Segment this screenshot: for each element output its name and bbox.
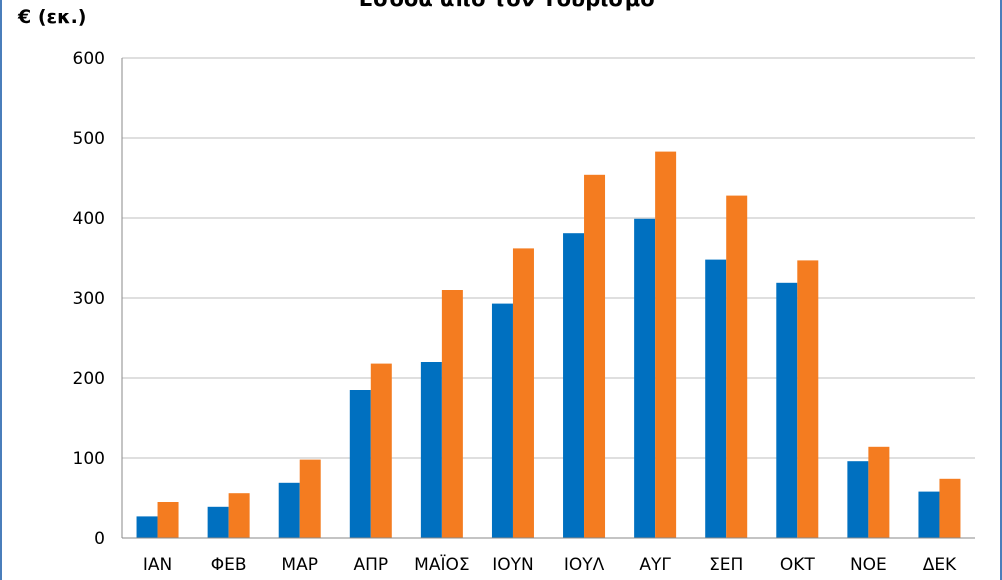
x-tick-label: ΜΑΡ bbox=[281, 555, 318, 575]
bar-series-2-0 bbox=[157, 502, 179, 538]
x-tick-label: ΙΟΥΛ bbox=[564, 555, 605, 575]
bar-series-1-4 bbox=[420, 362, 442, 538]
y-tick-label: 200 bbox=[73, 369, 105, 389]
bar-series-2-3 bbox=[370, 363, 392, 538]
bar-series-1-7 bbox=[634, 218, 656, 539]
y-axis-unit-label: € (εκ.) bbox=[17, 6, 87, 28]
y-tick-label: 500 bbox=[73, 129, 105, 149]
x-tick-label: ΙΟΥΝ bbox=[492, 555, 534, 575]
x-tick-label: ΑΥΓ bbox=[639, 555, 671, 575]
bar-series-2-9 bbox=[797, 260, 819, 538]
bar-series-1-0 bbox=[136, 516, 158, 538]
bar-series-2-8 bbox=[726, 195, 748, 538]
bar-series-2-4 bbox=[441, 290, 463, 538]
bar-series-2-1 bbox=[228, 493, 250, 538]
bar-series-2-11 bbox=[939, 478, 961, 538]
y-tick-label: 0 bbox=[94, 529, 105, 549]
y-axis-ticks: 0 100 200 300 400 500 600 bbox=[73, 49, 105, 549]
y-tick-label: 400 bbox=[73, 209, 105, 229]
x-tick-label: ΝΟΕ bbox=[850, 555, 887, 575]
bar-series-1-2 bbox=[278, 482, 300, 538]
y-tick-label: 600 bbox=[73, 49, 105, 69]
x-tick-label: ΙΑΝ bbox=[143, 555, 172, 575]
bar-series-1-8 bbox=[705, 259, 727, 538]
bar-series-1-11 bbox=[918, 491, 940, 538]
chart-title: Έσοδα από τον Τουρισμό bbox=[354, 0, 654, 11]
bar-series-2-5 bbox=[512, 248, 534, 538]
bar-series-2-2 bbox=[299, 459, 321, 538]
bar-series-1-1 bbox=[207, 506, 229, 538]
y-tick-label: 300 bbox=[73, 289, 105, 309]
bar-series-1-6 bbox=[563, 233, 585, 538]
x-tick-label: ΜΑΪΟΣ bbox=[414, 554, 469, 575]
bar-series-1-9 bbox=[776, 282, 798, 538]
x-tick-label: ΟΚΤ bbox=[780, 555, 816, 575]
y-tick-label: 100 bbox=[73, 449, 105, 469]
x-tick-label: ΣΕΠ bbox=[709, 555, 743, 575]
x-tick-label: ΦΕΒ bbox=[211, 555, 247, 575]
bar-series-1-3 bbox=[349, 390, 371, 538]
bar-series-2-6 bbox=[584, 174, 606, 539]
bar-series-1-10 bbox=[847, 461, 869, 538]
bar-series-2-10 bbox=[868, 446, 890, 538]
bars bbox=[136, 151, 961, 539]
gridlines bbox=[122, 57, 975, 459]
x-tick-label: ΔΕΚ bbox=[923, 555, 957, 575]
bar-series-1-5 bbox=[491, 303, 513, 538]
bar-series-2-7 bbox=[655, 151, 677, 538]
x-axis-ticks: ΙΑΝ ΦΕΒ ΜΑΡ ΑΠΡ ΜΑΪΟΣ ΙΟΥΝ ΙΟΥΛ ΑΥΓ ΣΕΠ ΟΚΤ ΝΟΕ ΔΕΚ bbox=[143, 554, 957, 575]
x-tick-label: ΑΠΡ bbox=[353, 555, 388, 575]
